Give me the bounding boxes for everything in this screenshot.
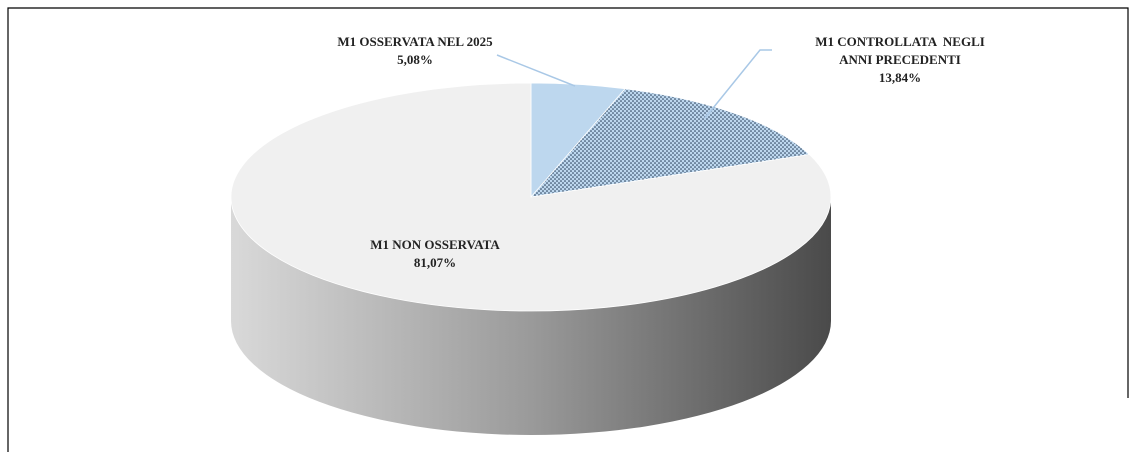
slice-value: 13,84% [878, 70, 922, 85]
pie-slice [529, 88, 811, 198]
data-label: M1 CONTROLLATA NEGLI ANNI PRECEDENTI 13,8… [770, 33, 1030, 87]
leader-line [704, 49, 772, 119]
leader-line [496, 54, 576, 87]
frame [7, 7, 1129, 452]
pie-side [231, 197, 831, 435]
data-label: M1 NON OSSERVATA 81,07% [305, 236, 565, 272]
data-label: M1 OSSERVATA NEL 2025 5,08% [285, 33, 545, 69]
slice-name: M1 NON OSSERVATA [370, 237, 500, 252]
slice-name: M1 OSSERVATA NEL 2025 [337, 34, 493, 49]
pie [230, 82, 832, 435]
slice-value: 81,07% [413, 255, 457, 270]
slice-value: 5,08% [397, 52, 433, 67]
slice-name: M1 CONTROLLATA NEGLI ANNI PRECEDENTI [815, 34, 988, 67]
pie-slice [230, 82, 832, 312]
